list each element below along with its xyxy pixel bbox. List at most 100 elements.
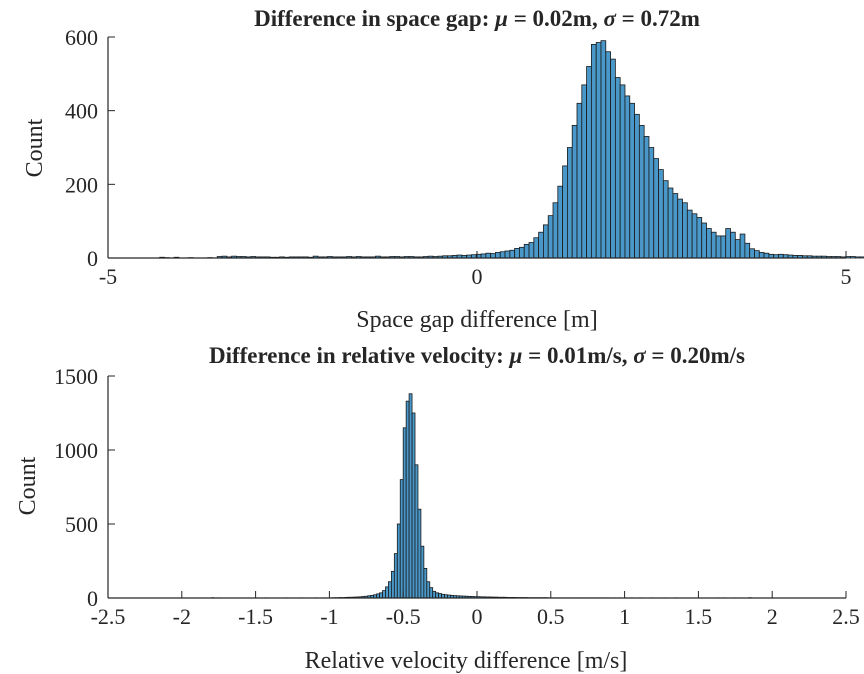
y-tick-label: 600 [65, 25, 98, 50]
histogram-bar [744, 242, 751, 259]
histogram-bar [499, 251, 506, 259]
histogram-bar [758, 252, 765, 259]
histogram-bar [552, 202, 559, 259]
histogram-bar [509, 249, 516, 259]
y-tick-label: 200 [65, 172, 98, 197]
histogram-bar [519, 246, 525, 259]
x-axis-ticks: -2.5 -2 -1.5 -1 -0.5 0 0.5 1 1.5 2 2.5 [91, 591, 860, 629]
x-tick-label: 1.5 [685, 604, 713, 629]
histogram-bar [653, 158, 659, 259]
y-axis-label: Count [22, 118, 48, 177]
y-axis-ticks: 0 200 400 600 [65, 25, 115, 271]
histogram-bar [576, 102, 583, 259]
histogram-bar [763, 252, 770, 259]
histogram-bar [390, 570, 395, 599]
histogram-bar [480, 253, 487, 259]
histogram-bar [686, 209, 693, 259]
histogram-bar [423, 568, 428, 599]
space-gap-histogram-panel: Difference in space gap: μ = 0.02m, σ = … [22, 6, 864, 333]
y-tick-label: 1000 [54, 438, 98, 463]
histogram-bar [696, 217, 703, 259]
histogram-bar [610, 58, 616, 259]
histogram-bar [393, 553, 398, 599]
histogram-bar [528, 242, 535, 259]
histogram-bar [691, 213, 698, 259]
histogram-bar [624, 95, 631, 259]
histogram-bar [385, 586, 389, 599]
histogram-bar [420, 545, 425, 599]
x-tick-label: 2.5 [832, 604, 860, 629]
x-axis-label: Space gap difference [m] [356, 307, 597, 333]
histogram-bar [643, 136, 650, 259]
x-tick-label: -2.5 [91, 604, 126, 629]
chart-title: Difference in space gap: μ = 0.02m, σ = … [254, 6, 700, 31]
histogram-bar [749, 248, 755, 259]
histogram-bar [405, 400, 410, 599]
x-axis-label: Relative velocity difference [m/s] [305, 648, 628, 674]
histogram-bar [667, 187, 674, 259]
histogram-bar [586, 66, 592, 259]
histogram-bar [701, 222, 707, 259]
histogram-bar [648, 147, 655, 259]
y-tick-label: 500 [65, 512, 98, 537]
histogram-bar [382, 590, 386, 599]
x-tick-label: 0 [472, 264, 483, 289]
histogram-bar [571, 125, 578, 259]
x-tick-label: 1 [619, 604, 630, 629]
histogram-bar [754, 250, 760, 259]
x-tick-label: 0 [472, 604, 483, 629]
histogram-bar [730, 231, 736, 259]
histogram-bar [725, 228, 731, 259]
histogram-bar [562, 165, 568, 259]
histogram-bar [399, 479, 404, 599]
histogram-bar [490, 253, 496, 259]
histogram-bar [538, 231, 544, 259]
y-axis-label: Count [15, 456, 41, 515]
x-tick-label: -5 [99, 264, 117, 289]
histogram-bar [581, 84, 587, 259]
histogram-bar [595, 42, 602, 259]
histogram-bar [720, 235, 727, 259]
chart-title: Difference in relative velocity: μ = 0.0… [209, 343, 745, 368]
histogram-bar [543, 224, 549, 259]
histogram-bar [614, 77, 621, 259]
histogram-bar [411, 412, 416, 599]
histogram-bar [600, 40, 607, 259]
x-tick-label: -1.5 [238, 604, 273, 629]
x-tick-label: 2 [767, 604, 778, 629]
x-tick-label: 0.5 [537, 604, 565, 629]
histogram-bar [495, 252, 501, 259]
histogram-bar [514, 248, 520, 259]
histogram-bar [435, 592, 440, 599]
histogram-bar [619, 84, 626, 259]
y-tick-label: 1500 [54, 364, 98, 389]
histogram-bar [429, 587, 434, 599]
histogram-bar [706, 228, 712, 259]
histogram-bar [557, 185, 564, 259]
histogram-bar [408, 393, 413, 599]
x-tick-label: -2 [173, 604, 191, 629]
histogram-bar [734, 239, 741, 259]
histogram-bar [590, 43, 597, 259]
histogram-bar [547, 215, 554, 259]
histogram-bar [850, 256, 856, 259]
histogram-bar [859, 256, 864, 259]
histogram-bar [567, 147, 573, 259]
histogram-bar [662, 180, 669, 259]
histogram-bar [710, 231, 717, 259]
histogram-bar [388, 581, 392, 599]
histogram-bar [402, 427, 407, 599]
y-tick-label: 0 [87, 246, 98, 271]
histogram-bar [432, 590, 437, 599]
histogram-bar [739, 233, 746, 259]
histogram-bar [485, 252, 492, 259]
histogram-bars [159, 40, 864, 259]
histogram-bar [638, 125, 645, 259]
histogram-bar [715, 235, 722, 259]
histogram-bars [210, 393, 752, 599]
histogram-bar [376, 593, 380, 599]
histogram-bar [533, 237, 540, 259]
x-tick-label: -0.5 [386, 604, 421, 629]
histogram-bar [682, 202, 688, 259]
histogram-bar [629, 102, 635, 259]
